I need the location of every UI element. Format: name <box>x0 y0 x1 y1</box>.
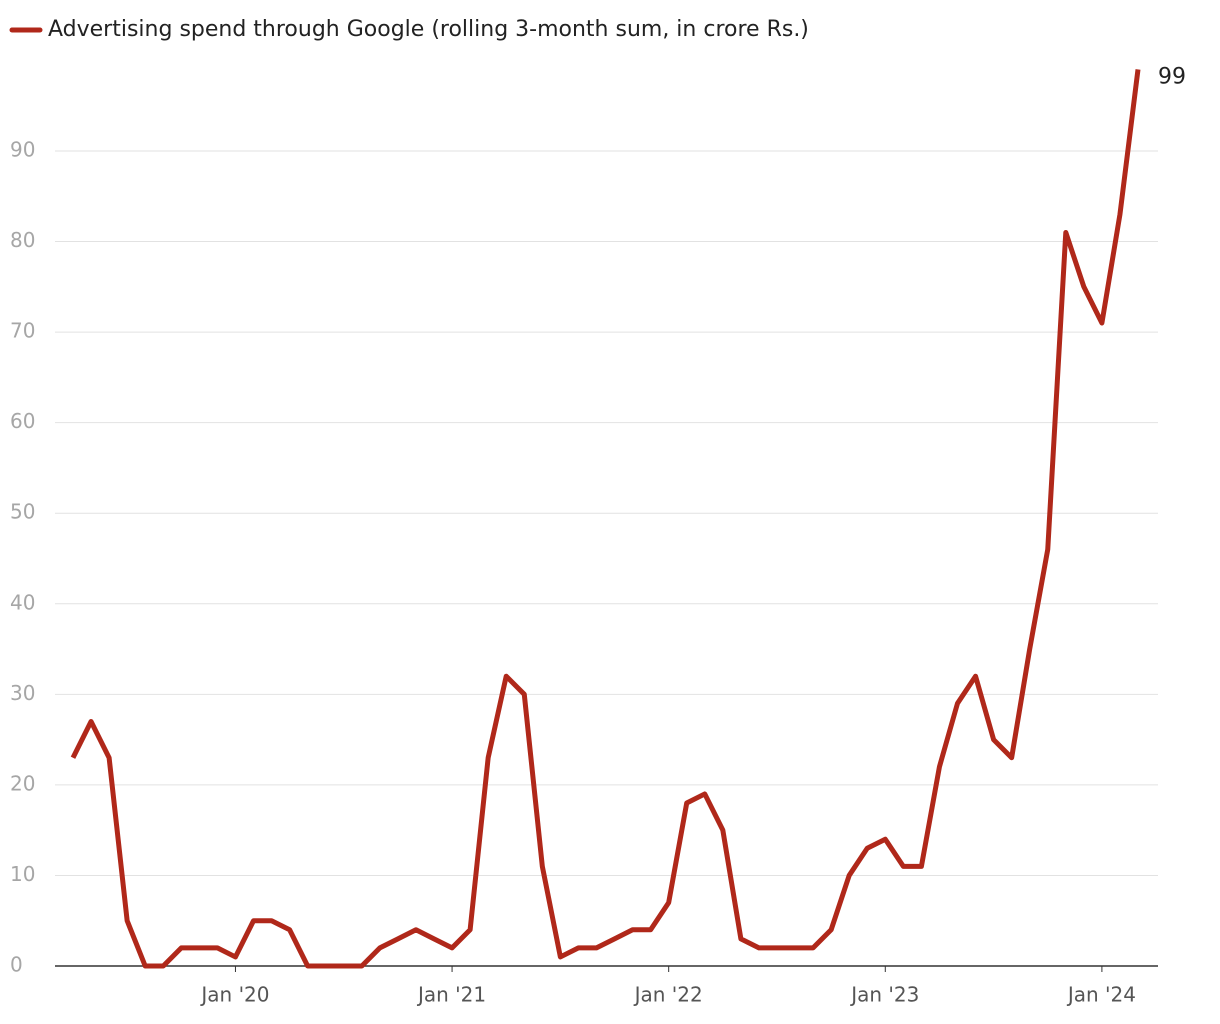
data-line <box>70 69 1141 969</box>
legend-label: Advertising spend through Google (rollin… <box>48 17 809 42</box>
y-tick-label: 70 <box>10 319 35 343</box>
x-tick-label: Jan '22 <box>633 983 703 1007</box>
y-tick-label: 0 <box>10 953 23 977</box>
x-tick-label: Jan '23 <box>849 983 919 1007</box>
end-label: 99 <box>1158 64 1186 89</box>
x-tick-label: Jan '24 <box>1066 983 1136 1007</box>
y-tick-label: 20 <box>10 771 35 795</box>
y-tick-label: 60 <box>10 409 35 433</box>
y-tick-label: 10 <box>10 862 35 886</box>
y-tick-label: 30 <box>10 681 35 705</box>
y-tick-label: 50 <box>10 500 35 524</box>
y-tick-label: 90 <box>10 137 35 161</box>
x-tick-label: Jan '21 <box>416 983 486 1007</box>
y-tick-label: 40 <box>10 590 35 614</box>
y-tick-label: 80 <box>10 228 35 252</box>
x-tick-label: Jan '20 <box>199 983 269 1007</box>
